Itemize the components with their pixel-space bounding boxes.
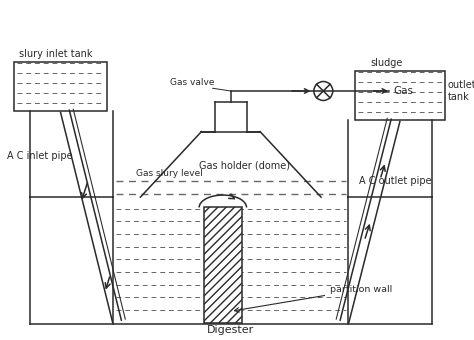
Bar	[355, 71, 445, 120]
Text: Gas holder (dome): Gas holder (dome)	[199, 160, 290, 170]
Text: Gas: Gas	[393, 86, 413, 96]
Text: sludge: sludge	[370, 58, 403, 68]
Text: Gas slury level: Gas slury level	[136, 169, 203, 178]
Text: Digester: Digester	[207, 325, 255, 336]
Text: A C outlet pipe: A C outlet pipe	[359, 176, 432, 186]
Text: outlet
tank: outlet tank	[447, 80, 474, 102]
Bar	[14, 62, 107, 111]
Bar	[204, 207, 242, 323]
Text: A C inlet pipe: A C inlet pipe	[7, 151, 73, 161]
Text: partition wall: partition wall	[235, 285, 392, 312]
Text: slury inlet tank: slury inlet tank	[19, 49, 92, 59]
Text: Gas valve: Gas valve	[170, 79, 214, 87]
